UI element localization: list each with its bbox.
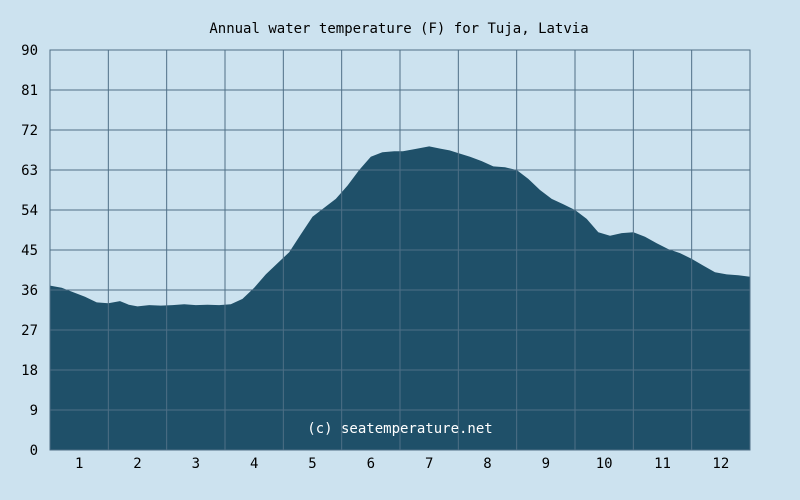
x-tick-label-11: 11 — [654, 456, 671, 472]
x-tick-label-6: 6 — [367, 456, 375, 472]
y-tick-label-27: 27 — [21, 323, 38, 339]
x-tick-label-2: 2 — [133, 456, 141, 472]
x-tick-label-12: 12 — [712, 456, 729, 472]
x-tick-label-3: 3 — [192, 456, 200, 472]
chart-title: Annual water temperature (F) for Tuja, L… — [209, 21, 588, 37]
x-tick-label-1: 1 — [75, 456, 83, 472]
y-tick-label-54: 54 — [21, 203, 38, 219]
y-tick-label-18: 18 — [21, 363, 38, 379]
y-tick-label-90: 90 — [21, 43, 38, 59]
x-tick-label-10: 10 — [596, 456, 613, 472]
y-tick-label-45: 45 — [21, 243, 38, 259]
y-tick-label-63: 63 — [21, 163, 38, 179]
y-tick-label-81: 81 — [21, 83, 38, 99]
x-tick-label-5: 5 — [308, 456, 316, 472]
y-tick-label-36: 36 — [21, 283, 38, 299]
x-tick-label-9: 9 — [542, 456, 550, 472]
grid-lines — [49, 49, 751, 451]
x-axis: 1 2 3 4 5 6 7 8 9 10 11 12 — [75, 456, 729, 472]
y-tick-label-72: 72 — [21, 123, 38, 139]
plot-border — [49, 49, 751, 451]
y-axis: 0 9 18 27 36 45 54 63 72 81 90 — [21, 43, 38, 459]
y-tick-label-0: 0 — [30, 443, 38, 459]
x-tick-label-4: 4 — [250, 456, 258, 472]
x-tick-label-7: 7 — [425, 456, 433, 472]
watermark-text: (c) seatemperature.net — [307, 421, 492, 437]
y-tick-label-9: 9 — [30, 403, 38, 419]
x-tick-label-8: 8 — [483, 456, 491, 472]
